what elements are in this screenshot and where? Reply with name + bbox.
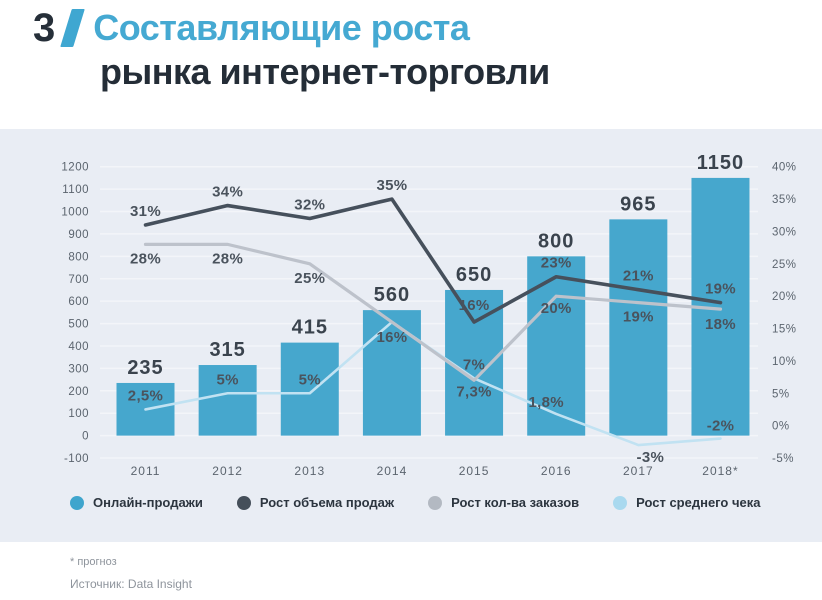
forecast-footnote: * прогноз	[70, 556, 117, 568]
right-axis-tick: 15%	[772, 324, 797, 336]
left-axis-tick: 500	[68, 319, 89, 331]
legend-label: Рост объема продаж	[259, 495, 395, 510]
left-axis-tick: 100	[68, 408, 89, 420]
source-note: Источник: Data Insight	[70, 577, 192, 591]
point-label: 28%	[212, 250, 243, 267]
left-axis-tick: 600	[68, 296, 89, 308]
legend-item-online-sales: Онлайн-продажи	[70, 495, 203, 510]
line-sales	[143, 197, 723, 324]
right-axis-tick: 0%	[772, 421, 790, 433]
bar-value-label: 415	[292, 317, 328, 339]
bar-value-label: 235	[127, 357, 163, 379]
bar	[362, 310, 421, 436]
bar	[609, 219, 668, 436]
x-axis-year-label: 2012	[212, 464, 243, 478]
left-axis-tick: 400	[68, 341, 89, 353]
point-label: 34%	[212, 184, 243, 201]
title-line-1: 3 Составляющие роста	[33, 8, 550, 48]
right-axis-tick: 25%	[772, 259, 797, 271]
left-axis-tick: 700	[68, 274, 89, 286]
point-label: 20%	[541, 300, 572, 317]
point-label: 5%	[216, 371, 238, 388]
bar-value-label: 315	[209, 339, 245, 361]
left-axis-tick: 1100	[62, 184, 89, 196]
x-axis-year-label: 2018*	[702, 464, 738, 478]
x-axis-year-label: 2015	[459, 464, 490, 478]
bar-value-label: 650	[456, 264, 492, 286]
right-axis-tick: 5%	[772, 388, 790, 400]
bar-value-label: 965	[620, 193, 656, 215]
legend-label: Онлайн-продажи	[93, 495, 203, 510]
chart-legend: Онлайн-продажи Рост объема продаж Рост к…	[70, 495, 761, 510]
point-label: 35%	[376, 177, 407, 194]
legend-dot	[236, 495, 251, 510]
left-axis-tick: 300	[68, 363, 89, 375]
right-axis-tick: 20%	[772, 291, 797, 303]
slide-number: 3	[33, 6, 55, 50]
left-axis-tick: -100	[64, 453, 89, 465]
bar	[280, 342, 339, 436]
right-axis-tick: 30%	[772, 226, 797, 238]
legend-dot	[613, 495, 628, 510]
point-label: 19%	[623, 309, 654, 326]
legend-item-orders-growth: Рост кол-ва заказов	[428, 495, 579, 510]
point-label: 16%	[459, 297, 490, 314]
right-axis-tick: 40%	[772, 162, 797, 174]
page-title-line-2: рынка интернет-торговли	[100, 51, 550, 92]
legend-label: Рост кол-ва заказов	[451, 495, 580, 510]
point-label: 21%	[623, 268, 654, 285]
right-axis-tick: 10%	[772, 356, 797, 368]
left-axis-tick: 1000	[61, 207, 89, 219]
point-label: 1,8%	[529, 394, 564, 411]
x-axis-year-label: 2016	[541, 464, 572, 478]
right-axis-tick: 35%	[772, 194, 797, 206]
point-label: 7,3%	[456, 383, 491, 400]
legend-dot	[428, 495, 443, 510]
point-label: 16%	[376, 329, 407, 346]
point-label: 31%	[130, 203, 161, 220]
legend-dot	[70, 495, 84, 510]
point-label: 23%	[541, 255, 572, 272]
left-axis-tick: 800	[68, 251, 89, 263]
left-axis-tick: 1200	[61, 162, 89, 174]
point-label: 18%	[705, 316, 736, 333]
point-label: 19%	[705, 281, 736, 298]
legend-item-check-growth: Рост среднего чека	[613, 495, 761, 510]
chart-panel: 1200 1100 1000 900 800 700 600 500 400 300 200 100 0…	[0, 129, 822, 542]
bar-value-label: 800	[538, 230, 574, 252]
bar	[198, 365, 257, 436]
legend-item-sales-growth: Рост объема продаж	[236, 495, 395, 510]
point-label: 32%	[294, 196, 325, 213]
point-label: 7%	[463, 356, 485, 373]
bars	[116, 177, 750, 436]
bar-value-label: 1150	[697, 152, 744, 174]
x-axis-year-label: 2017	[623, 464, 654, 478]
bar-value-label: 560	[374, 284, 410, 306]
left-axis-tick: 200	[68, 386, 89, 398]
page-title: Составляющие роста	[93, 7, 470, 49]
left-axis-tick: 0	[82, 431, 89, 443]
chart-svg: 1200110010009008007006005004003002001000…	[61, 152, 797, 478]
x-axis-year-label: 2011	[131, 464, 161, 478]
x-axis-year-label: 2013	[294, 464, 325, 478]
line-orders	[143, 242, 723, 382]
point-label: 5%	[299, 371, 321, 388]
right-axis-tick: -5%	[772, 453, 794, 465]
left-axis-tick: 900	[68, 229, 89, 241]
slash-icon	[60, 9, 86, 47]
header: 3 Составляющие роста рынка интернет-торг…	[33, 8, 550, 92]
point-label: 2,5%	[128, 387, 163, 404]
point-label: -3%	[637, 449, 665, 466]
x-axis-year-label: 2014	[377, 464, 408, 478]
legend-label: Рост среднего чека	[636, 495, 761, 510]
point-label: -2%	[707, 418, 735, 435]
point-label: 25%	[294, 270, 325, 287]
point-label: 28%	[130, 250, 161, 267]
